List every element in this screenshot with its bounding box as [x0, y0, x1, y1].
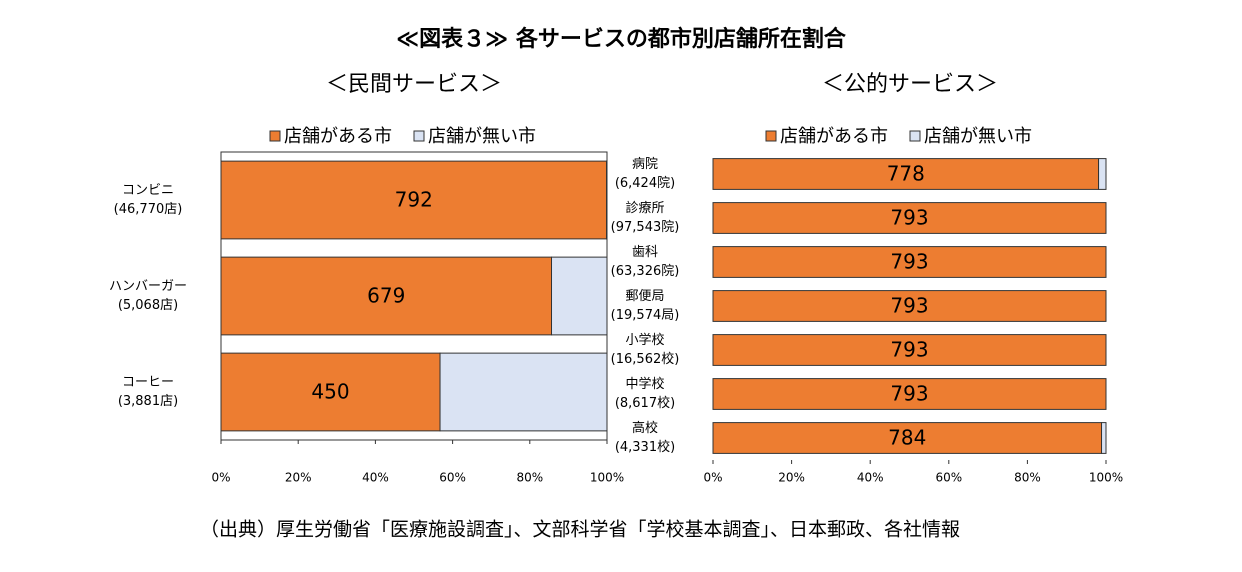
- category-label: 病院 (6,424院): [614, 157, 676, 191]
- value-label: 679: [367, 284, 405, 308]
- category-label: ハンバーガー (5,068店): [108, 279, 187, 313]
- value-label: 784: [888, 426, 926, 450]
- bar-segment: [712, 290, 1107, 322]
- category-label: コンビニ (46,770店): [113, 183, 183, 217]
- x-tick-label: 20%: [778, 471, 805, 485]
- title: ≪図表３≫ 各サービスの都市別店舗所在割合: [396, 26, 847, 52]
- category-label: 小学校 (16,562校): [610, 333, 680, 367]
- bar-segment: [1098, 158, 1107, 190]
- category-label: 高校 (4,331校): [614, 421, 676, 455]
- x-tick-label: 80%: [1014, 471, 1041, 485]
- bar-segment: [551, 256, 608, 336]
- category-label: 郵便局 (19,574局): [610, 289, 680, 323]
- category-label: コーヒー (3,881店): [117, 375, 179, 409]
- category-label: 中学校 (8,617校): [614, 377, 676, 411]
- legend-label: 店舗が無い市: [924, 126, 1032, 147]
- x-tick-label: 60%: [935, 471, 962, 485]
- x-tick-label: 100%: [590, 471, 624, 485]
- value-label: 778: [887, 162, 925, 186]
- bar-segment: [712, 158, 1100, 190]
- x-tick-label: 20%: [285, 471, 312, 485]
- bar-segment: [1101, 422, 1107, 454]
- legend-label: 店舗が無い市: [428, 126, 536, 147]
- x-tick-label: 80%: [516, 471, 543, 485]
- value-label: 450: [311, 380, 349, 404]
- legend-swatch: [269, 130, 281, 142]
- legend-label: 店舗がある市: [780, 126, 888, 147]
- value-label: 793: [890, 338, 928, 362]
- bar-segment: [220, 256, 553, 336]
- bar-segment: [439, 352, 608, 432]
- legend-swatch: [909, 130, 921, 142]
- x-tick-label: 40%: [857, 471, 884, 485]
- bar-segment: [712, 334, 1107, 366]
- legend-swatch: [413, 130, 425, 142]
- category-label: 歯科 (63,326院): [610, 245, 680, 279]
- value-label: 793: [890, 382, 928, 406]
- bar-segment: [712, 422, 1103, 454]
- source: （出典）厚生労働省「医療施設調査」、文部科学省「学校基本調査」、日本郵政、各社情…: [200, 519, 960, 541]
- x-tick-label: 100%: [1089, 471, 1123, 485]
- bar-segment: [712, 246, 1107, 278]
- bar-segment: [712, 202, 1107, 234]
- value-label: 793: [890, 294, 928, 318]
- chart-title: ＜民間サービス＞: [326, 72, 502, 97]
- chart-title: ＜公的サービス＞: [822, 72, 998, 97]
- bar-segment: [220, 352, 441, 432]
- category-label: 診療所 (97,543院): [610, 201, 680, 235]
- value-label: 792: [395, 188, 433, 212]
- x-tick-label: 0%: [211, 471, 230, 485]
- x-tick-label: 40%: [362, 471, 389, 485]
- legend-label: 店舗がある市: [284, 126, 392, 147]
- x-tick-label: 60%: [439, 471, 466, 485]
- x-tick-label: 0%: [703, 471, 722, 485]
- value-label: 793: [890, 206, 928, 230]
- bar-segment: [712, 378, 1107, 410]
- legend-swatch: [765, 130, 777, 142]
- value-label: 793: [890, 250, 928, 274]
